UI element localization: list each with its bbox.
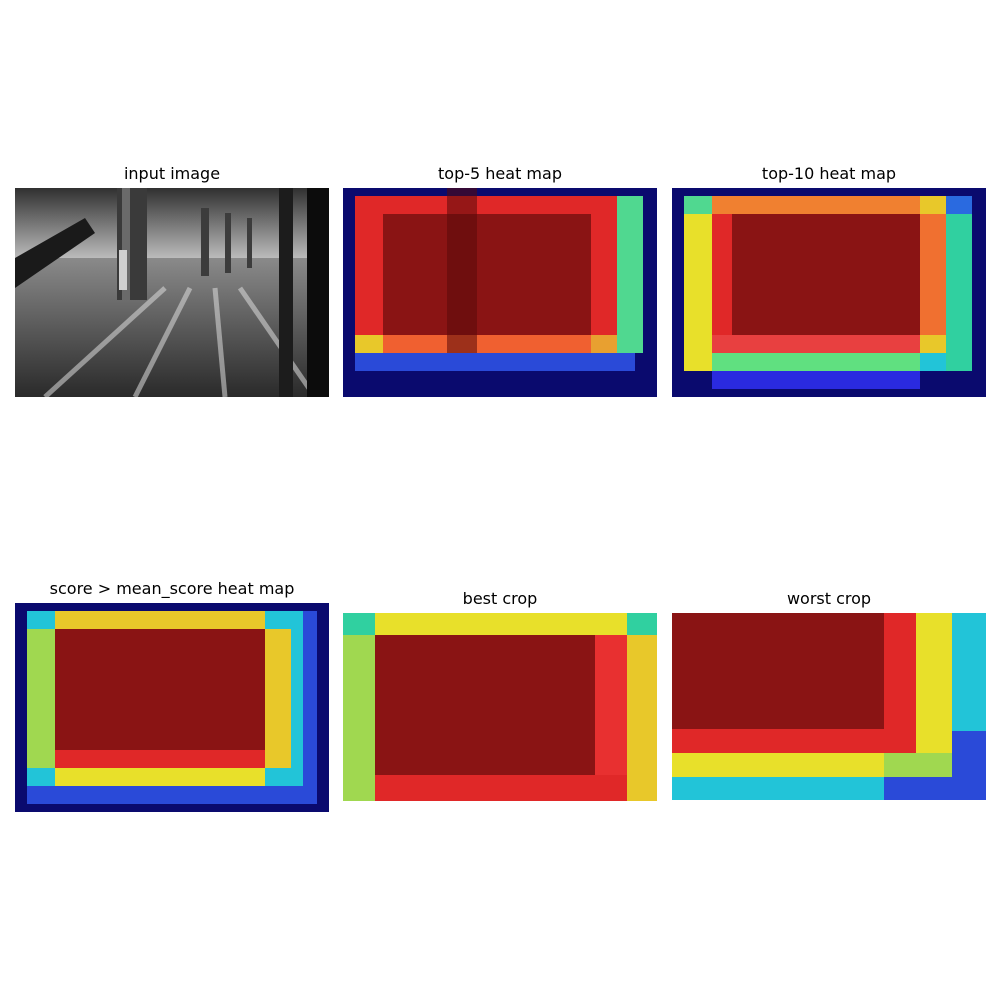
panel-title-top10: top-10 heat map <box>761 164 897 183</box>
input-photo <box>15 188 329 397</box>
heatmap-best <box>343 613 657 801</box>
panel-input-image <box>15 188 329 397</box>
heatmap-top10 <box>672 188 986 397</box>
panel-title-input: input image <box>123 164 221 183</box>
heatmap-worst <box>672 613 986 800</box>
panel-worst-crop <box>672 613 986 800</box>
heatmap-top5 <box>343 188 657 397</box>
heatmap-mean <box>15 603 329 812</box>
panel-mean-heatmap <box>15 603 329 812</box>
panel-title-top5: top-5 heat map <box>438 164 562 183</box>
panel-title-mean: score > mean_score heat map <box>49 579 295 598</box>
panel-top10-heatmap <box>672 188 986 397</box>
panel-best-crop <box>343 613 657 801</box>
panel-title-best: best crop <box>462 589 538 608</box>
panel-title-worst: worst crop <box>786 589 872 608</box>
panel-top5-heatmap <box>343 188 657 397</box>
